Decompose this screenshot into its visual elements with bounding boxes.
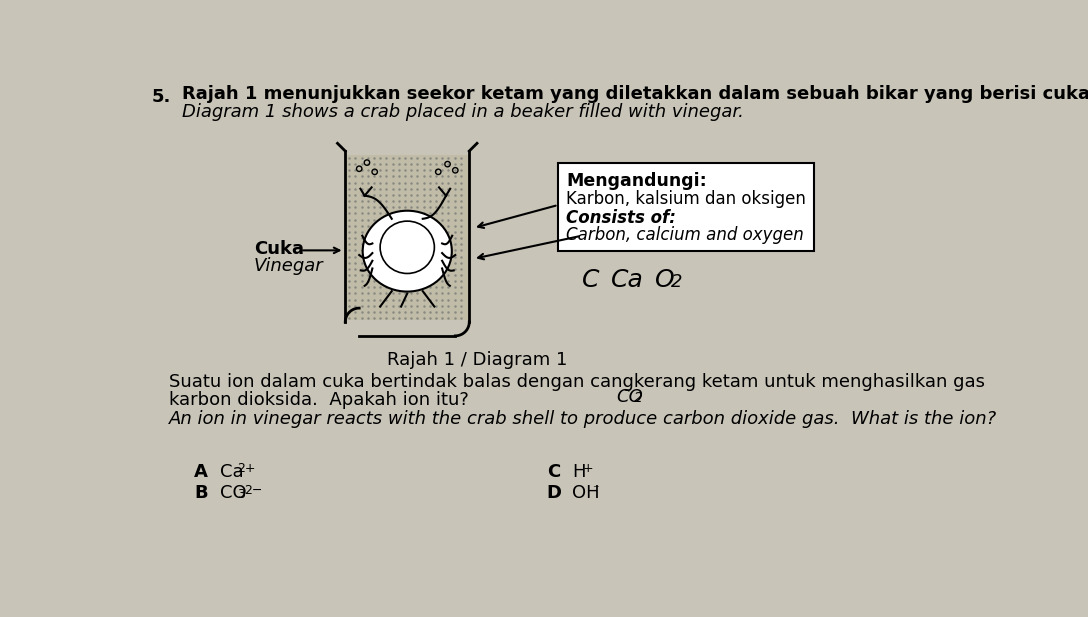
Bar [558,163,814,251]
Text: C: C [547,463,560,481]
Bar [347,155,468,320]
Text: CO: CO [220,484,246,502]
Text: Karbon, kalsium dan oksigen: Karbon, kalsium dan oksigen [566,190,806,209]
Text: Rajah 1 / Diagram 1: Rajah 1 / Diagram 1 [387,351,567,369]
Text: An ion in vinegar reacts with the crab shell to produce carbon dioxide gas.  Wha: An ion in vinegar reacts with the crab s… [169,410,997,428]
Text: H: H [572,463,585,481]
Text: 2−: 2− [245,484,263,497]
Text: OH: OH [572,484,599,502]
Text: 5.: 5. [151,88,171,106]
Text: O: O [655,268,675,292]
Text: ⁻: ⁻ [593,484,599,497]
Ellipse shape [380,221,434,273]
Text: D: D [547,484,561,502]
Text: 2+: 2+ [237,462,256,475]
Text: Diagram 1 shows a crab placed in a beaker filled with vinegar.: Diagram 1 shows a crab placed in a beake… [183,103,744,122]
Text: Ca: Ca [611,268,644,292]
Text: Suatu ion dalam cuka bertindak balas dengan cangkerang ketam untuk menghasilkan : Suatu ion dalam cuka bertindak balas den… [169,373,985,391]
Ellipse shape [362,211,452,292]
Text: Rajah 1 menunjukkan seekor ketam yang diletakkan dalam sebuah bikar yang berisi : Rajah 1 menunjukkan seekor ketam yang di… [183,85,1088,103]
Text: Vinegar: Vinegar [254,257,323,275]
Text: Ca: Ca [220,463,244,481]
Text: CO: CO [617,388,643,406]
Text: C: C [582,268,599,292]
Text: Mengandungi:: Mengandungi: [566,172,707,190]
Text: Cuka: Cuka [254,239,304,257]
Text: Carbon, calcium and oxygen: Carbon, calcium and oxygen [566,226,804,244]
Text: B: B [194,484,208,502]
Text: +: + [582,462,593,475]
Text: 3: 3 [237,488,246,501]
Text: karbon dioksida.  Apakah ion itu?: karbon dioksida. Apakah ion itu? [169,391,469,409]
Text: A: A [194,463,208,481]
Text: 2: 2 [633,391,642,405]
Text: 2: 2 [670,273,682,291]
Text: Consists of:: Consists of: [566,209,676,227]
